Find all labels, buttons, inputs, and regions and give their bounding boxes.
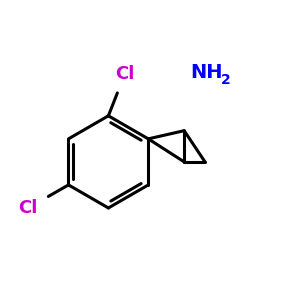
Text: Cl: Cl — [19, 199, 38, 217]
Text: 2: 2 — [221, 73, 231, 87]
Text: Cl: Cl — [115, 65, 134, 83]
Text: NH: NH — [190, 63, 223, 82]
